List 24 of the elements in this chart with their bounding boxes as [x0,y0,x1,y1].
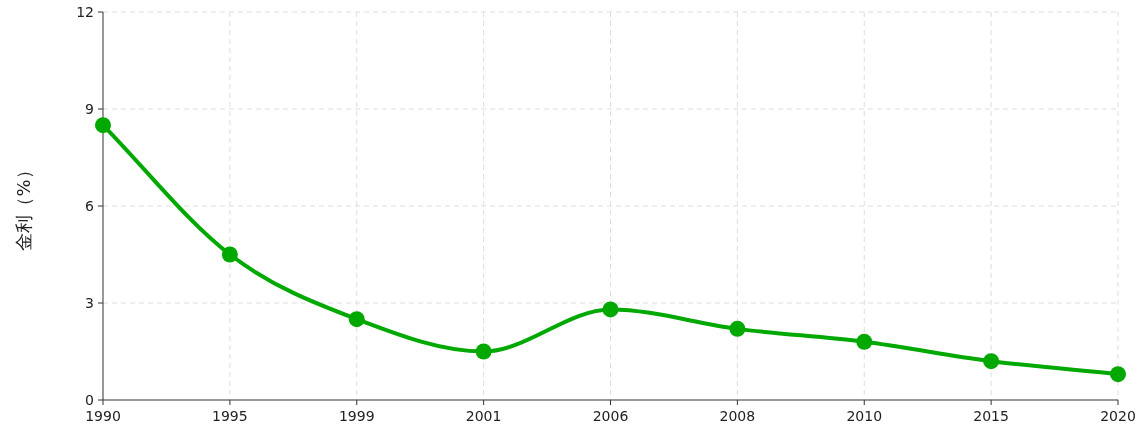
x-tick-label: 2020 [1100,408,1136,424]
point [95,117,111,134]
y-tick-label: 3 [85,295,94,311]
y-tick-label: 6 [85,198,95,214]
y-tick-label: 9 [85,101,94,117]
x-tick-label: 1999 [338,408,375,424]
x-tick-label: 2006 [592,408,629,424]
point [475,343,492,360]
x-tick-label: 2008 [719,408,756,424]
x-tick-label: 2001 [465,408,502,424]
point [348,311,365,328]
y-axis-title: 金利（%） [13,161,34,251]
point [221,246,238,263]
y-tick-label: 0 [85,392,94,408]
point [729,320,746,337]
x-tick-label: 2015 [973,408,1009,424]
x-tick-label: 1990 [85,408,121,424]
point [856,333,873,350]
point [602,301,619,318]
point [983,353,1000,370]
point [1110,366,1126,383]
y-tick-label: 12 [76,4,94,20]
x-tick-label: 1995 [212,408,248,424]
x-tick-label: 2010 [846,408,883,424]
